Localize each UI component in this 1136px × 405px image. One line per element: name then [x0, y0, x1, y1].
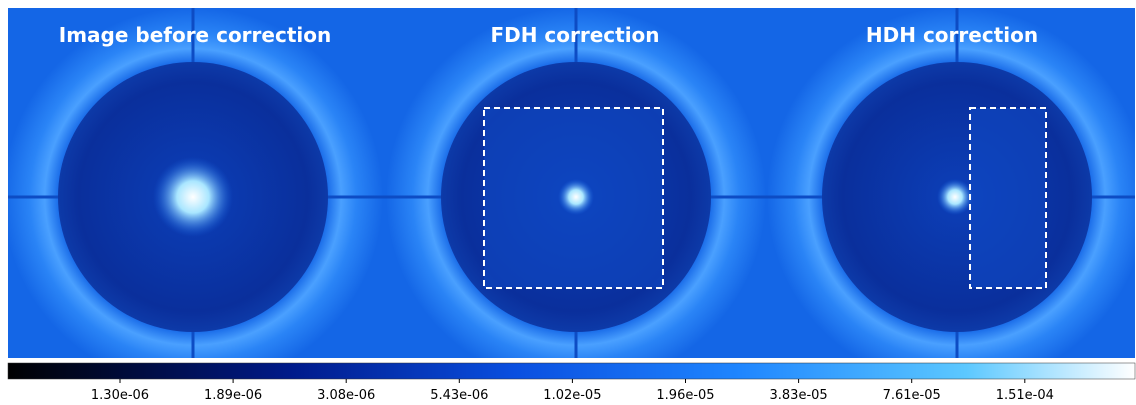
colorbar — [7, 362, 1136, 380]
colorbar-tick-label: 1.96e-05 — [656, 388, 714, 403]
panel-title: FDH correction — [490, 23, 659, 47]
colorbar-tick-label: 1.89e-06 — [204, 388, 262, 403]
dashed-region — [969, 107, 1047, 289]
panel-title: HDH correction — [866, 23, 1038, 47]
colorbar-tick-label: 7.61e-05 — [883, 388, 941, 403]
panel-image — [8, 8, 384, 358]
panel-image — [384, 8, 766, 358]
colorbar-tick-label: 1.51e-04 — [996, 388, 1054, 403]
colorbar-tick-label: 1.30e-06 — [91, 388, 149, 403]
colorbar-tick-label: 3.83e-05 — [770, 388, 828, 403]
panel-title: Image before correction — [59, 23, 331, 47]
colorbar-ticks: 1.30e-06 1.89e-06 3.08e-06 5.43e-06 1.02e-05… — [91, 379, 1054, 403]
colorbar-tick-label: 5.43e-06 — [430, 388, 488, 403]
panel-image — [766, 8, 1135, 358]
image-area: Image before correction FDH correction H… — [8, 8, 1135, 358]
colorbar-tick-label: 1.02e-05 — [543, 388, 601, 403]
colorbar-tick-label: 3.08e-06 — [317, 388, 375, 403]
